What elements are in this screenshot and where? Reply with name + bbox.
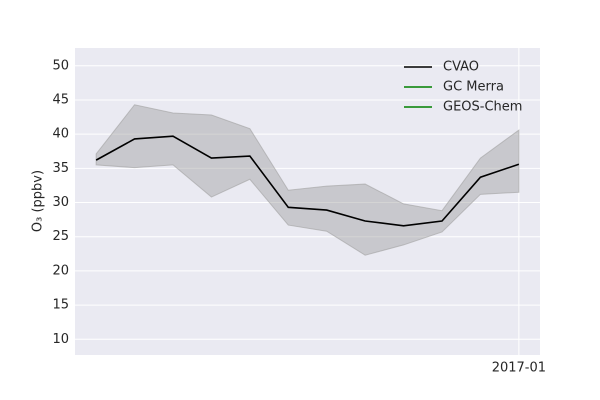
data-line [95,135,520,227]
y-tick-label: 25 [52,229,69,244]
y-tick-label: 10 [52,332,69,347]
y-tick-label: 45 [52,92,69,107]
confidence-band [95,104,520,256]
y-tick-label: 40 [52,127,69,142]
y-tick-label: 15 [52,298,69,313]
y-tick-label: 35 [52,161,69,176]
x-tick-label: 2017-01 [492,361,546,376]
legend-label: GC Merra [443,80,504,95]
legend-label: CVAO [443,60,479,75]
y-tick-label: 30 [52,195,69,210]
plot-area [75,48,540,355]
legend-label: GEOS-Chem [443,100,522,115]
y-tick-label: 50 [52,58,69,73]
y-axis-label: O₃ (ppbv) [31,170,46,232]
y-tick-label: 20 [52,263,69,278]
